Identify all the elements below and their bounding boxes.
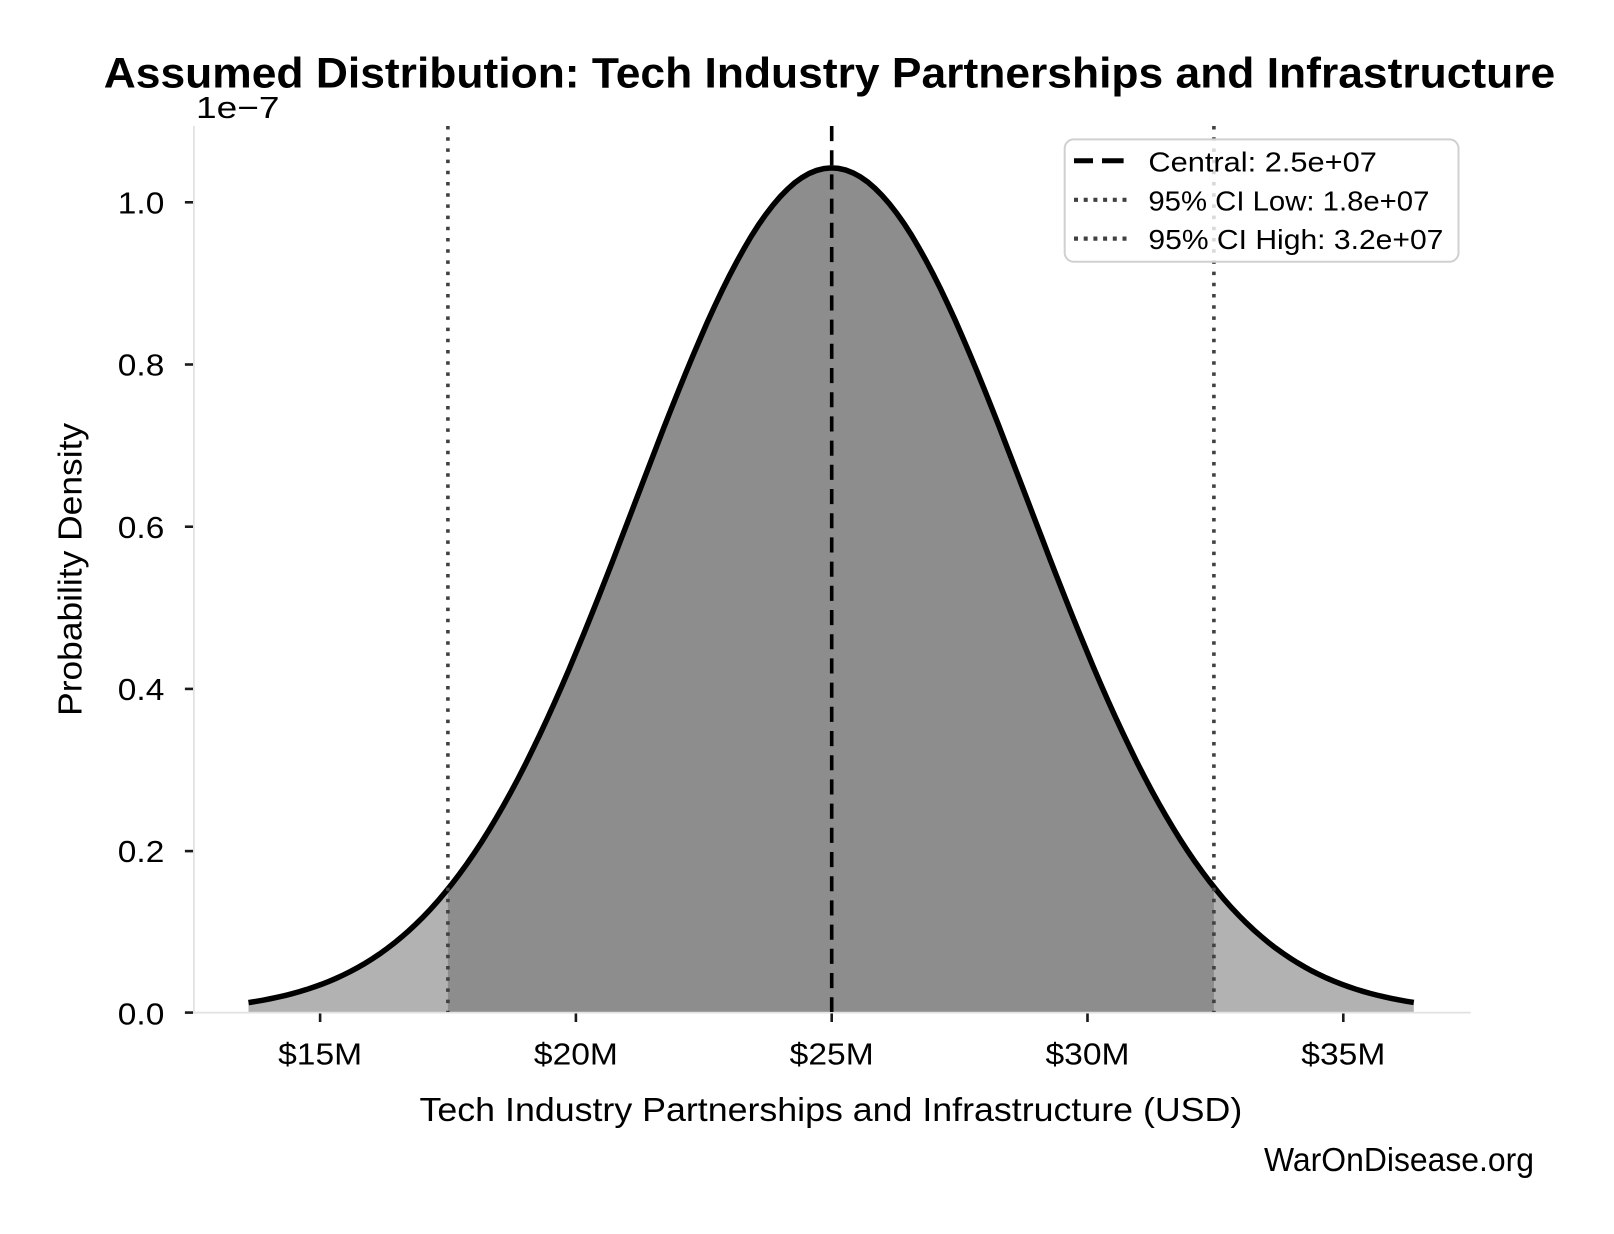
svg-text:95% CI Low: 1.8e+07: 95% CI Low: 1.8e+07 bbox=[1148, 185, 1429, 216]
svg-text:0.8: 0.8 bbox=[118, 349, 165, 383]
svg-text:WarOnDisease.org: WarOnDisease.org bbox=[1264, 1141, 1534, 1178]
svg-text:1e−7: 1e−7 bbox=[196, 91, 280, 125]
svg-text:$30M: $30M bbox=[1046, 1038, 1130, 1072]
svg-text:0.4: 0.4 bbox=[118, 673, 165, 707]
svg-text:Tech Industry Partnerships and: Tech Industry Partnerships and Infrastru… bbox=[420, 1092, 1243, 1129]
svg-text:95% CI High: 3.2e+07: 95% CI High: 3.2e+07 bbox=[1148, 224, 1443, 255]
svg-text:$15M: $15M bbox=[278, 1038, 362, 1072]
svg-text:Central: 2.5e+07: Central: 2.5e+07 bbox=[1148, 146, 1377, 177]
svg-text:1.0: 1.0 bbox=[118, 186, 165, 220]
svg-text:Assumed Distribution: Tech Ind: Assumed Distribution: Tech Industry Part… bbox=[104, 51, 1556, 98]
svg-text:0.2: 0.2 bbox=[118, 835, 165, 869]
svg-text:$20M: $20M bbox=[534, 1038, 618, 1072]
svg-text:Probability Density: Probability Density bbox=[53, 423, 90, 716]
svg-text:$25M: $25M bbox=[790, 1038, 874, 1072]
svg-text:0.0: 0.0 bbox=[118, 998, 165, 1032]
svg-text:$35M: $35M bbox=[1301, 1038, 1385, 1072]
svg-text:0.6: 0.6 bbox=[118, 511, 165, 545]
